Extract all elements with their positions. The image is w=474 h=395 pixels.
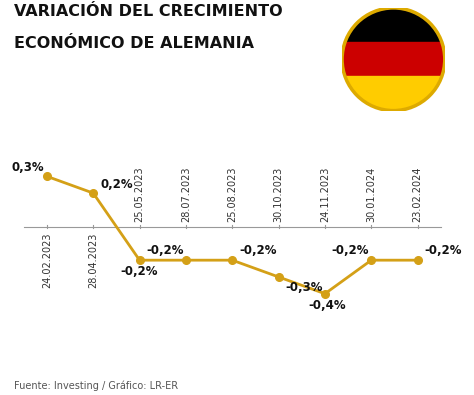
Text: Fuente: Investing / Gráfico: LR-ER: Fuente: Investing / Gráfico: LR-ER — [14, 380, 178, 391]
Text: 23.02.2024: 23.02.2024 — [413, 167, 423, 222]
Text: 25.05.2023: 25.05.2023 — [135, 167, 145, 222]
Text: 30.01.2024: 30.01.2024 — [366, 167, 376, 222]
Text: -0,3%: -0,3% — [285, 281, 323, 294]
Text: -0,2%: -0,2% — [121, 265, 158, 278]
Text: -0,4%: -0,4% — [309, 299, 346, 312]
Text: VARIACIÓN DEL CRECIMIENTO: VARIACIÓN DEL CRECIMIENTO — [14, 4, 283, 19]
Bar — [339, 76, 447, 113]
Text: 0,3%: 0,3% — [12, 161, 45, 174]
Text: -0,2%: -0,2% — [239, 245, 277, 258]
Text: 0,2%: 0,2% — [100, 178, 133, 191]
Text: -0,2%: -0,2% — [146, 245, 183, 258]
Text: 28.07.2023: 28.07.2023 — [181, 167, 191, 222]
Bar — [339, 5, 447, 42]
Text: 30.10.2023: 30.10.2023 — [273, 167, 283, 222]
Text: -0,2%: -0,2% — [425, 245, 462, 258]
Text: -0,2%: -0,2% — [331, 245, 369, 258]
Text: 24.02.2023: 24.02.2023 — [42, 233, 52, 288]
Text: 24.11.2023: 24.11.2023 — [320, 167, 330, 222]
Bar — [339, 42, 447, 76]
Text: 25.08.2023: 25.08.2023 — [227, 167, 237, 222]
Text: ECONÓMICO DE ALEMANIA: ECONÓMICO DE ALEMANIA — [14, 36, 254, 51]
Text: 28.04.2023: 28.04.2023 — [88, 233, 98, 288]
